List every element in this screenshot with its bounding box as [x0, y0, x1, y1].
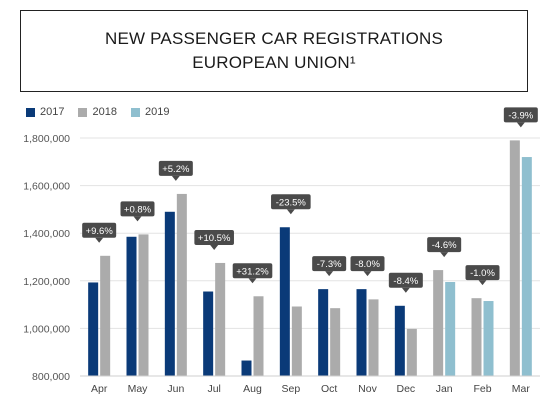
change-label-box — [120, 201, 155, 217]
bar-2017-may — [126, 236, 137, 376]
x-tick-label: Jun — [167, 383, 184, 395]
y-tick-label: 800,000 — [32, 371, 70, 383]
change-label-box — [271, 194, 311, 210]
bar-2017-apr — [88, 282, 99, 376]
x-tick-label: Sep — [281, 383, 300, 395]
y-tick-label: 1,000,000 — [23, 323, 70, 335]
chart-title-box: NEW PASSENGER CAR REGISTRATIONS EUROPEAN… — [20, 10, 528, 92]
y-tick-label: 1,200,000 — [23, 276, 70, 288]
change-label: -3.9% — [508, 110, 533, 121]
legend-label-2017: 2017 — [40, 106, 65, 118]
change-label-box — [194, 229, 234, 245]
legend-item-2017: 2017 — [26, 106, 64, 118]
x-tick-label: Jul — [207, 383, 220, 395]
bar-2018-feb — [471, 298, 482, 376]
change-label-pointer — [210, 244, 219, 250]
legend-item-2019: 2019 — [130, 106, 170, 118]
bar-2017-aug — [241, 360, 252, 376]
legend: 2017 2018 2019 — [26, 106, 169, 118]
x-tick-label: Feb — [473, 383, 491, 395]
y-tick-label: 1,400,000 — [23, 228, 70, 240]
change-label-pointer — [401, 287, 410, 293]
bar-2019-feb — [483, 301, 494, 376]
change-label-pointer — [95, 237, 104, 243]
bar-2018-oct — [330, 308, 341, 376]
bar-2019-mar — [521, 157, 532, 376]
x-tick-label: Aug — [243, 383, 262, 395]
change-label-box — [388, 272, 423, 288]
bar-2018-jul — [215, 262, 226, 376]
change-label-pointer — [248, 278, 257, 284]
change-label: -7.3% — [317, 259, 342, 270]
change-label: +10.5% — [198, 233, 231, 244]
x-tick-label: May — [128, 383, 149, 395]
x-tick-label: Mar — [512, 383, 531, 395]
change-label-pointer — [171, 175, 180, 181]
change-label: -1.0% — [470, 268, 495, 279]
bar-2018-aug — [253, 296, 264, 376]
bar-2017-jul — [203, 291, 214, 376]
legend-swatch-2018 — [78, 107, 88, 117]
change-label-box — [503, 107, 538, 123]
bar-2017-oct — [318, 289, 329, 376]
change-label-box — [232, 263, 273, 279]
change-label: +5.2% — [162, 164, 190, 175]
legend-label-2019: 2019 — [144, 106, 170, 118]
change-label: -8.4% — [393, 276, 418, 287]
bar-2018-mar — [509, 140, 520, 376]
bar-2019-jan — [445, 281, 456, 376]
bar-2017-dec — [394, 305, 405, 376]
bar-2017-jun — [164, 211, 175, 376]
change-label-box — [427, 237, 462, 253]
bar-2018-may — [138, 234, 149, 376]
change-label-box — [82, 222, 117, 238]
change-label-pointer — [478, 280, 487, 286]
change-label-box — [312, 256, 347, 272]
change-label-pointer — [440, 252, 449, 258]
bar-2018-apr — [100, 255, 111, 376]
y-tick-label: 1,800,000 — [23, 133, 70, 145]
chart-title-line2: EUROPEAN UNION¹ — [192, 53, 356, 72]
change-label: -8.0% — [355, 259, 380, 270]
legend-swatch-2017 — [26, 107, 35, 117]
change-label: -4.6% — [432, 240, 457, 251]
change-label-box — [158, 160, 193, 176]
bar-2018-sep — [291, 306, 302, 376]
x-tick-label: Dec — [396, 383, 415, 395]
change-label-pointer — [363, 271, 372, 277]
legend-item-2018: 2018 — [78, 106, 117, 118]
bar-2017-nov — [356, 289, 367, 376]
change-label: +31.2% — [236, 266, 269, 277]
x-tick-label: Oct — [321, 383, 337, 395]
bar-2018-dec — [406, 328, 417, 376]
change-label: -23.5% — [276, 197, 307, 208]
change-label: +9.6% — [86, 226, 114, 237]
change-label-pointer — [286, 209, 295, 215]
change-label-box — [350, 256, 385, 272]
y-tick-label: 1,600,000 — [23, 181, 70, 193]
change-label-pointer — [516, 122, 525, 128]
legend-swatch-2019 — [130, 107, 140, 117]
bar-2018-jun — [176, 193, 187, 376]
x-tick-label: Apr — [91, 383, 108, 395]
change-label-pointer — [133, 216, 142, 222]
legend-label-2018: 2018 — [92, 106, 117, 118]
change-label: +0.8% — [124, 204, 152, 215]
bar-2017-sep — [279, 227, 290, 376]
chart-title-line1: NEW PASSENGER CAR REGISTRATIONS — [104, 29, 444, 48]
x-tick-label: Nov — [358, 383, 377, 395]
change-label-box — [465, 265, 500, 281]
bar-2018-jan — [433, 270, 444, 376]
change-label-pointer — [325, 271, 334, 277]
x-tick-label: Jan — [436, 383, 453, 395]
bar-2018-nov — [368, 299, 379, 376]
